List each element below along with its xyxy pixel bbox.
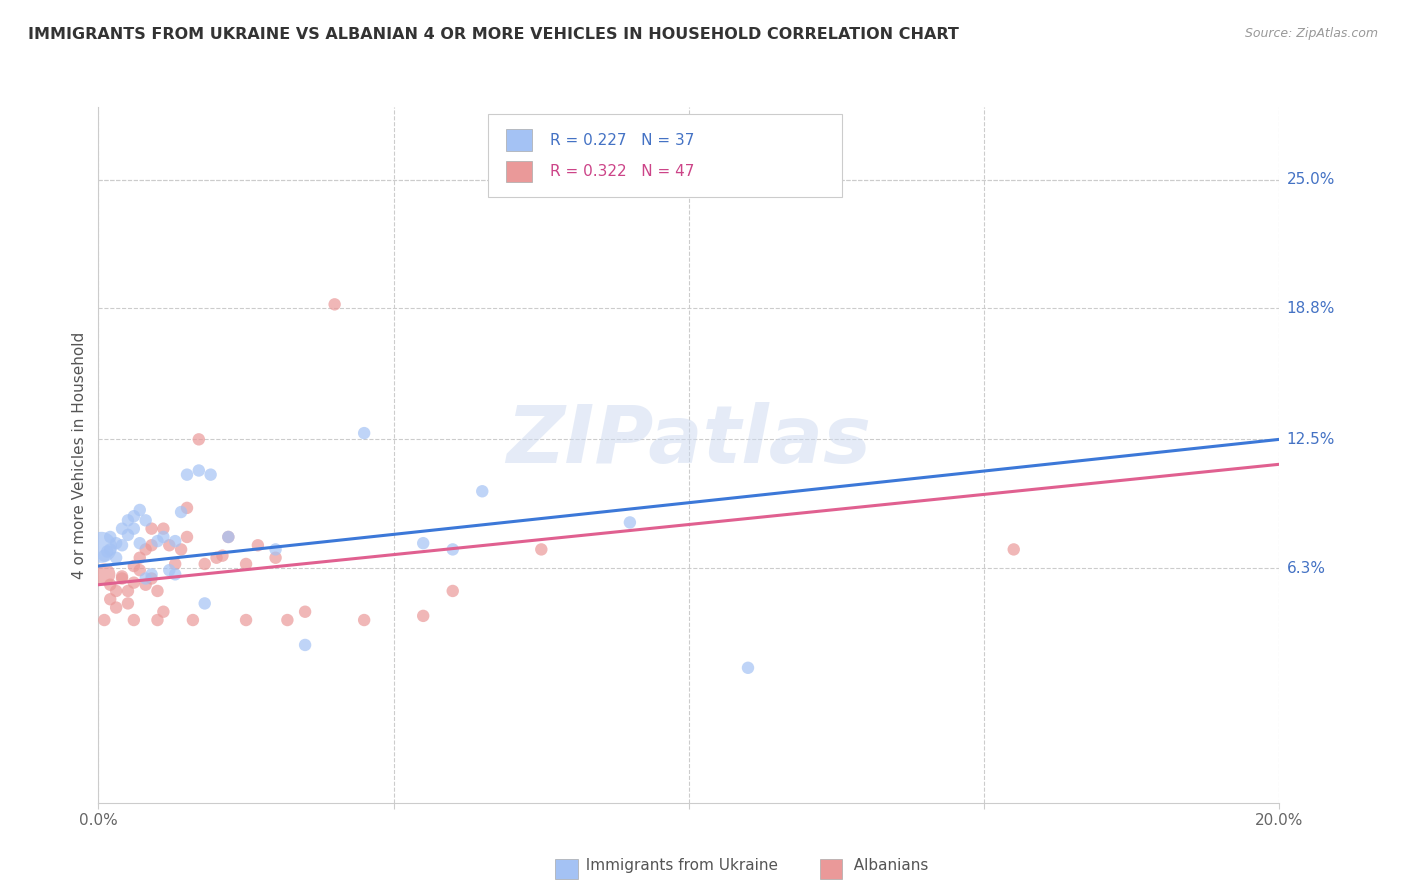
Point [117,596,139,610]
Point [187,433,209,447]
Point [1002,542,1025,557]
Point [141,567,163,582]
Point [105,536,128,550]
Point [530,542,553,557]
Point [441,542,464,557]
Point [93,613,115,627]
Point [323,297,346,311]
Point [122,613,145,627]
Point [111,522,134,536]
Point [135,578,157,592]
Point [98,592,121,607]
Text: 12.5%: 12.5% [1286,432,1334,447]
Point [412,536,434,550]
Point [264,542,287,557]
Point [276,613,298,627]
Point [117,584,139,599]
Point [135,572,157,586]
Point [246,538,269,552]
Point [128,503,150,517]
Point [165,534,187,549]
Point [194,596,217,610]
Point [471,484,494,499]
Point [619,516,641,530]
Point [93,567,115,582]
Point [105,584,128,599]
Point [170,542,193,557]
Point [93,549,115,563]
Point [122,509,145,524]
FancyBboxPatch shape [506,129,531,151]
Point [141,572,163,586]
Point [264,550,287,565]
Text: 25.0%: 25.0% [1286,172,1334,187]
Point [217,530,239,544]
Text: IMMIGRANTS FROM UKRAINE VS ALBANIAN 4 OR MORE VEHICLES IN HOUSEHOLD CORRELATION : IMMIGRANTS FROM UKRAINE VS ALBANIAN 4 OR… [28,27,959,42]
Point [98,530,121,544]
Point [146,613,169,627]
Point [157,538,180,552]
Point [105,600,128,615]
Point [122,575,145,590]
Text: 6.3%: 6.3% [1286,560,1326,575]
Point [105,550,128,565]
Point [205,550,228,565]
Text: 18.8%: 18.8% [1286,301,1334,316]
Point [235,557,257,571]
Text: R = 0.322   N = 47: R = 0.322 N = 47 [550,164,695,179]
Y-axis label: 4 or more Vehicles in Household: 4 or more Vehicles in Household [72,331,87,579]
Point [165,557,187,571]
Point [170,505,193,519]
Point [294,605,316,619]
FancyBboxPatch shape [488,114,842,197]
Text: Albanians: Albanians [844,858,928,872]
Point [157,563,180,577]
Point [111,538,134,552]
Point [235,613,257,627]
Point [98,542,121,557]
Point [294,638,316,652]
Point [217,530,239,544]
Point [165,567,187,582]
Point [111,569,134,583]
Point [135,513,157,527]
Point [176,467,198,482]
Text: Source: ZipAtlas.com: Source: ZipAtlas.com [1244,27,1378,40]
Point [96,544,118,558]
Point [128,550,150,565]
Point [200,467,222,482]
Point [737,661,759,675]
Point [441,584,464,599]
Point [141,538,163,552]
Point [117,528,139,542]
Point [122,522,145,536]
Text: R = 0.227   N = 37: R = 0.227 N = 37 [550,133,695,148]
Point [181,613,204,627]
Point [194,557,217,571]
Text: ZIPatlas: ZIPatlas [506,402,872,480]
Point [187,463,209,477]
Point [353,426,375,441]
Point [117,513,139,527]
Point [152,605,174,619]
Point [211,549,233,563]
Point [90,541,112,555]
Point [146,534,169,549]
Point [141,522,163,536]
Point [135,542,157,557]
Point [176,530,198,544]
FancyBboxPatch shape [506,161,531,182]
Point [146,584,169,599]
Point [152,530,174,544]
Point [353,613,375,627]
Point [128,536,150,550]
Point [122,559,145,574]
Point [412,608,434,623]
Point [128,563,150,577]
Point [176,500,198,515]
Point [98,578,121,592]
Text: Immigrants from Ukraine: Immigrants from Ukraine [576,858,779,872]
Point [111,572,134,586]
Point [152,522,174,536]
